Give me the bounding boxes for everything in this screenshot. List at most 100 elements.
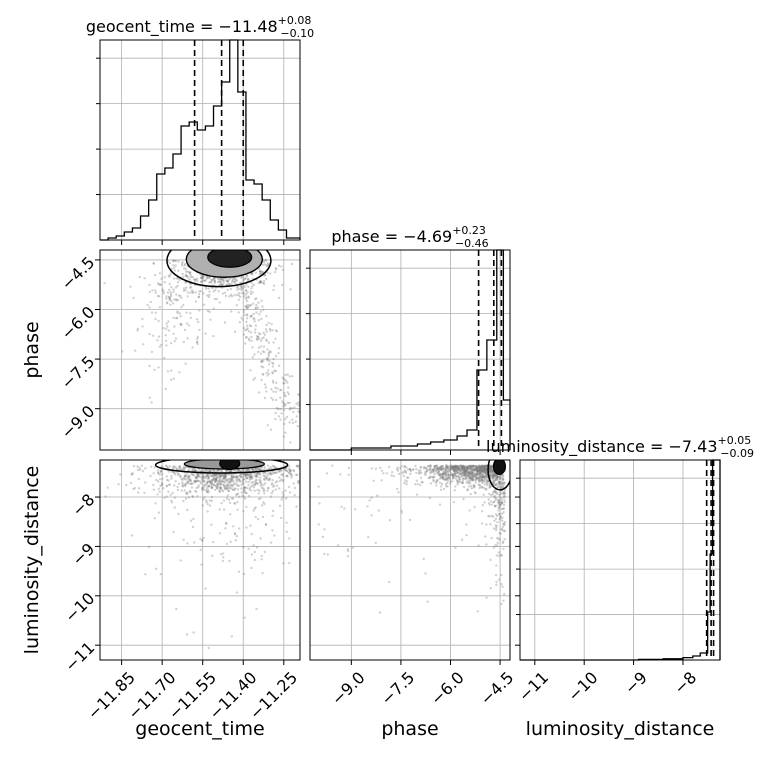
panel-geocent_time-phase-point-698 [206, 276, 209, 279]
panel-geocent_time-luminosity_distance-point-518 [255, 474, 258, 477]
panel-geocent_time-phase-point-857 [256, 334, 259, 338]
panel-phase-luminosity_distance-point-456 [491, 474, 494, 477]
panel-geocent_time-luminosity_distance-point-675 [269, 472, 272, 475]
panel-phase-luminosity_distance-point-614 [467, 471, 470, 474]
panel-phase-luminosity_distance-point-190 [455, 475, 458, 478]
panel-geocent_time-luminosity_distance-point-1037 [225, 487, 228, 491]
panel-phase-luminosity_distance-point-733 [450, 466, 453, 470]
panel-phase-luminosity_distance-point-1243 [438, 503, 442, 506]
panel-geocent_time-luminosity_distance-point-129 [202, 475, 205, 478]
panel-geocent_time-luminosity_distance-point-1082 [245, 505, 248, 509]
panel-phase-luminosity_distance-point-444 [479, 473, 482, 477]
panel-geocent_time-phase-point-525 [244, 285, 247, 289]
panel-geocent_time-phase-point-1084 [176, 311, 179, 314]
panel-geocent_time-phase-point-810 [278, 389, 282, 392]
panel-phase-luminosity_distance-point-462 [456, 468, 460, 471]
panel-geocent_time-luminosity_distance-point-677 [178, 466, 181, 470]
panel-phase-luminosity_distance-point-132 [493, 474, 497, 477]
panel-geocent_time-luminosity_distance-point-1004 [264, 523, 268, 526]
panel-geocent_time-phase-point-25 [214, 288, 217, 292]
panel-phase-luminosity_distance-point-748 [488, 465, 492, 469]
panel-phase-luminosity_distance-point-726 [483, 478, 487, 481]
panel-geocent_time-phase-point-61 [244, 277, 247, 281]
panel-phase-luminosity_distance-point-1086 [498, 501, 501, 504]
panel-phase-luminosity_distance-point-540 [435, 468, 439, 472]
panel-geocent_time-luminosity_distance-point-667 [246, 468, 250, 471]
panel-geocent_time-luminosity_distance-point-453 [257, 492, 260, 495]
panel-phase-luminosity_distance-point-694 [453, 474, 457, 477]
panel-phase-luminosity_distance-point-905 [491, 470, 494, 473]
panel-geocent_time-phase-point-692 [170, 267, 174, 271]
panel-phase-luminosity_distance-point-251 [473, 491, 476, 494]
panel-phase-luminosity_distance-point-778 [454, 477, 457, 480]
panel-geocent_time-phase-point-847 [280, 412, 283, 415]
panel-phase-luminosity_distance-point-649 [479, 466, 482, 470]
panel-phase-luminosity_distance-point-52 [478, 484, 481, 487]
panel-geocent_time-luminosity_distance-point-117 [229, 469, 233, 473]
panel-geocent_time-luminosity_distance-point-136 [278, 470, 282, 473]
panel-geocent_time-phase-point-707 [259, 345, 263, 348]
panel-phase-luminosity_distance-point-1013 [497, 480, 501, 484]
panel-phase-luminosity_distance-point-593 [474, 468, 477, 471]
panel-geocent_time-phase-point-770 [286, 391, 289, 394]
panel-geocent_time-phase-point-177 [245, 289, 248, 292]
panel-geocent_time-luminosity_distance-point-851 [207, 473, 210, 476]
panel-phase-luminosity_distance-point-442 [444, 471, 447, 474]
panel-geocent_time-luminosity_distance-point-1106 [260, 554, 263, 558]
panel-phase-luminosity_distance-point-1135 [500, 583, 503, 586]
panel-geocent_time-luminosity_distance-point-270 [194, 477, 198, 480]
panel-phase-luminosity_distance-point-1017 [484, 535, 487, 538]
panel-geocent_time-luminosity_distance-point-458 [179, 475, 182, 478]
panel-phase-luminosity_distance-point-209 [419, 476, 423, 479]
panel-geocent_time-luminosity_distance-point-1101 [269, 541, 273, 544]
panel-geocent_time-phase-point-762 [240, 316, 243, 319]
panel-geocent_time-luminosity_distance-point-989 [199, 548, 202, 552]
panel-phase-luminosity_distance-point-486 [473, 473, 476, 476]
panel-geocent_time-phase-point-958 [249, 290, 252, 293]
panel-geocent_time-luminosity_distance-point-697 [210, 485, 213, 488]
panel-phase-luminosity_distance-point-563 [482, 468, 485, 471]
panel-geocent_time-luminosity_distance-point-1052 [207, 646, 210, 650]
panel-geocent_time-phase-point-219 [173, 269, 176, 272]
panel-geocent_time-luminosity_distance-point-464 [232, 483, 235, 486]
panel-geocent_time-luminosity_distance-point-75 [182, 499, 185, 503]
panel-phase-luminosity_distance-point-757 [452, 476, 455, 480]
panel-geocent_time-phase-point-1018 [168, 288, 171, 291]
panel-geocent_time-phase-point-853 [241, 287, 244, 290]
panel-phase-luminosity_distance-point-522 [495, 482, 498, 486]
panel-phase-luminosity_distance-point-1169 [499, 486, 503, 490]
panel-geocent_time-luminosity_distance-point-883 [249, 472, 253, 475]
panel-phase-luminosity_distance-point-1087 [503, 492, 507, 495]
panel-geocent_time-luminosity_distance-point-291 [187, 475, 190, 478]
panel-geocent_time-luminosity_distance-point-440 [302, 471, 304, 473]
panel-phase-luminosity_distance-point-834 [475, 468, 478, 472]
xaxis-luminosity_distance-xticklabel-1: −10 [564, 668, 601, 705]
panel-geocent_time-phase-point-993 [195, 340, 199, 343]
panel-phase-luminosity_distance-point-724 [498, 474, 501, 477]
panel-geocent_time-luminosity_distance-point-188 [171, 501, 174, 504]
panel-phase-luminosity_distance-point-944 [478, 480, 481, 483]
panel-phase-luminosity_distance-point-206 [481, 478, 484, 482]
panel-geocent_time-phase-point-623 [264, 258, 267, 262]
panel-geocent_time-luminosity_distance-point-83 [177, 473, 180, 477]
panel-geocent_time-luminosity_distance-point-867 [235, 474, 238, 478]
panel-geocent_time-luminosity_distance-point-1009 [302, 597, 304, 599]
panel-geocent_time-phase-point-949 [284, 403, 287, 406]
panel-phase-luminosity_distance-point-499 [419, 466, 422, 469]
panel-geocent_time-luminosity_distance-point-23 [223, 484, 226, 488]
panel-geocent_time-luminosity_distance-point-554 [283, 467, 286, 471]
panel-phase-luminosity_distance-point-571 [453, 468, 456, 472]
panel-phase-luminosity_distance-point-1120 [503, 500, 506, 504]
panel-phase-luminosity_distance-point-425 [474, 465, 477, 468]
panel-phase-luminosity_distance-point-592 [461, 481, 465, 485]
panel-geocent_time-phase-point-77 [220, 278, 223, 281]
panel-phase-luminosity_distance-point-517 [489, 465, 493, 468]
panel-phase-luminosity_distance-point-702 [467, 465, 470, 468]
panel-phase-luminosity_distance-point-270 [444, 483, 448, 486]
panel-geocent_time-phase-point-983 [178, 278, 181, 281]
panel-geocent_time-luminosity_distance-point-803 [207, 491, 210, 494]
panel-phase-luminosity_distance-point-297 [483, 477, 486, 480]
panel-geocent_time-luminosity_distance-point-36 [186, 481, 189, 484]
panel-geocent_time-luminosity_distance-point-426 [203, 496, 206, 499]
panel-geocent_time-phase-point-31 [183, 264, 186, 267]
